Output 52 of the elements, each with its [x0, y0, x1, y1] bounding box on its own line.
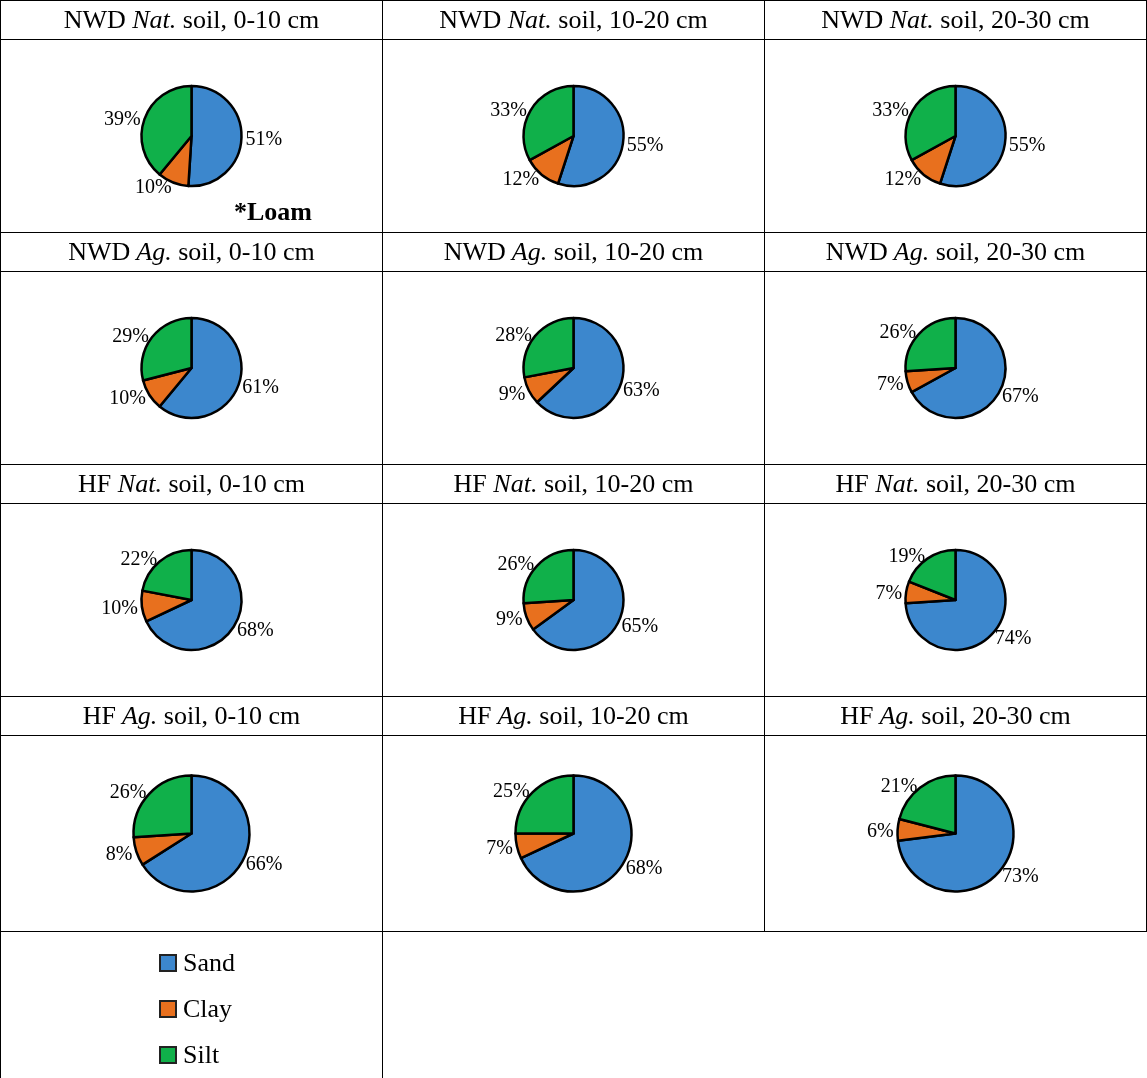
- data-label: 19%: [888, 544, 926, 567]
- data-label: 6%: [866, 818, 894, 841]
- data-label: 10%: [134, 175, 172, 198]
- data-label: 9%: [498, 381, 526, 404]
- data-label: 33%: [490, 97, 528, 120]
- data-label: 12%: [502, 166, 540, 189]
- data-label: 61%: [242, 375, 279, 398]
- data-label: 73%: [1002, 863, 1039, 886]
- data-label: 63%: [623, 378, 660, 401]
- chart-title: HF Ag. soil, 0-10 cm: [82, 701, 301, 730]
- legend-label: Clay: [183, 994, 233, 1024]
- data-label: 10%: [101, 595, 138, 618]
- chart-title: HF Nat. soil, 20-30 cm: [835, 469, 1076, 498]
- data-label: 68%: [625, 855, 663, 878]
- data-label: 67%: [1001, 384, 1039, 407]
- data-label: 28%: [495, 322, 532, 345]
- data-label: 8%: [105, 841, 133, 864]
- chart-title: HF Nat. soil, 10-20 cm: [453, 469, 694, 498]
- chart-title: NWD Nat. soil, 10-20 cm: [439, 5, 708, 34]
- data-label: 68%: [237, 617, 274, 640]
- data-label: 29%: [112, 323, 149, 346]
- chart-title: NWD Nat. soil, 0-10 cm: [63, 5, 320, 34]
- data-label: 55%: [1008, 133, 1046, 156]
- chart-title: NWD Ag. soil, 20-30 cm: [825, 237, 1086, 266]
- chart-title: NWD Nat. soil, 20-30 cm: [821, 5, 1090, 34]
- data-label: 33%: [872, 97, 910, 120]
- chart-title: NWD Ag. soil, 0-10 cm: [68, 237, 315, 266]
- data-label: 74%: [994, 625, 1032, 648]
- legend-label: Silt: [183, 1040, 220, 1070]
- data-label: 26%: [109, 780, 147, 803]
- data-label: 22%: [120, 547, 158, 570]
- data-label: 26%: [497, 552, 535, 575]
- text: *Loam: [234, 196, 313, 226]
- legend-label: Sand: [183, 948, 235, 978]
- data-label: 66%: [245, 852, 283, 875]
- data-label: 9%: [496, 607, 523, 630]
- data-label: 51%: [245, 126, 283, 149]
- data-label: 55%: [626, 133, 664, 156]
- data-label: 39%: [104, 106, 141, 129]
- chart-title: HF Nat. soil, 0-10 cm: [78, 469, 305, 498]
- data-label: 12%: [884, 166, 922, 189]
- chart-title: HF Ag. soil, 20-30 cm: [840, 701, 1071, 730]
- data-label: 7%: [486, 836, 513, 859]
- data-label: 65%: [621, 613, 659, 636]
- data-label: 25%: [492, 778, 530, 801]
- chart-title: NWD Ag. soil, 10-20 cm: [443, 237, 704, 266]
- data-label: 10%: [109, 385, 146, 408]
- data-label: 7%: [876, 372, 904, 395]
- data-label: 21%: [880, 773, 918, 796]
- data-label: 7%: [875, 580, 903, 603]
- chart-title: HF Ag. soil, 10-20 cm: [458, 701, 689, 730]
- data-label: 26%: [879, 320, 917, 343]
